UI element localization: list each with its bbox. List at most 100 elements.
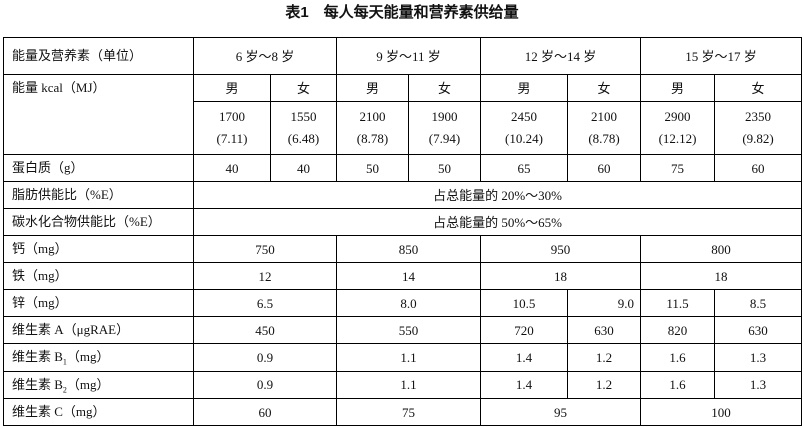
value-cell: 1.3 <box>714 343 803 372</box>
label-subscript: 2 <box>62 385 67 395</box>
iron-label: 铁（mg） <box>3 262 194 290</box>
label-suffix: （mg） <box>66 376 110 392</box>
energy-cell: 1550 (6.48) <box>269 101 338 155</box>
value-cell: 18 <box>640 262 803 290</box>
value-cell: 1.6 <box>640 370 716 400</box>
value-cell: 1.6 <box>640 343 716 372</box>
energy-cell: 2100 (8.78) <box>336 101 410 155</box>
value-cell: 9.0 <box>567 289 642 317</box>
sex-cell: 男 <box>336 74 410 102</box>
value-cell: 750 <box>192 235 338 263</box>
value-cell: 720 <box>480 316 569 344</box>
carb-label: 碳水化合物供能比（%E） <box>3 208 194 236</box>
mj: (8.78) <box>356 131 389 146</box>
value-cell: 1.2 <box>567 370 642 400</box>
sex-cell: 女 <box>269 74 338 102</box>
value-cell: 1.1 <box>336 370 482 400</box>
vitb1-label: 维生素 B1（mg） <box>3 343 194 372</box>
label-suffix: （mg） <box>66 349 110 364</box>
calcium-label: 钙（mg） <box>3 235 194 263</box>
sex-cell: 男 <box>193 74 271 102</box>
label-prefix: 维生素 B <box>12 349 63 364</box>
vitb1-row: 维生素 B1（mg） 0.9 1.1 1.4 1.2 1.6 1.3 <box>3 343 803 372</box>
zinc-row: 锌（mg） 6.5 8.0 10.5 9.0 11.5 8.5 <box>3 289 803 317</box>
value-cell: 40 <box>269 154 338 182</box>
fat-row: 脂肪供能比（%E） 占总能量的 20%～30% <box>3 181 803 209</box>
value-cell: 820 <box>640 316 716 344</box>
value-cell: 95 <box>480 398 642 427</box>
kcal: 1700 <box>219 109 245 124</box>
fat-value: 占总能量的 20%～30% <box>192 181 803 209</box>
vitc-row: 维生素 C（mg） 60 75 95 100 <box>3 398 803 427</box>
mj: (12.12) <box>658 131 697 146</box>
value-cell: 1.1 <box>336 343 482 372</box>
mj: (7.94) <box>428 131 461 146</box>
iron-row: 铁（mg） 12 14 18 18 <box>3 262 803 290</box>
zinc-label: 锌（mg） <box>3 289 194 317</box>
label-subscript: 1 <box>62 357 67 367</box>
value-cell: 800 <box>640 235 803 263</box>
energy-cell: 2100 (8.78) <box>567 101 642 155</box>
energy-cell: 2350 (9.82) <box>714 101 803 155</box>
value-cell: 18 <box>480 262 642 290</box>
energy-label: 能量 kcal（MJ） <box>3 74 194 155</box>
mj: (8.78) <box>588 131 620 146</box>
label-prefix: 维生素 B <box>12 376 63 392</box>
mj: (6.48) <box>287 131 320 146</box>
value-cell: 550 <box>336 316 482 344</box>
sex-row: 能量 kcal（MJ） 男 女 男 女 男 女 男 女 <box>3 74 803 155</box>
sex-cell: 女 <box>567 74 642 102</box>
value-cell: 8.0 <box>336 289 482 317</box>
carb-value: 占总能量的 50%～65% <box>192 208 803 236</box>
value-cell: 40 <box>193 154 271 182</box>
age-group: 9 岁～11 岁 <box>336 37 482 75</box>
age-group: 15 岁～17 岁 <box>640 37 803 75</box>
kcal: 2350 <box>745 109 772 124</box>
value-cell: 0.9 <box>192 370 338 400</box>
value-cell: 100 <box>640 398 803 427</box>
kcal: 1900 <box>431 109 458 124</box>
value-cell: 0.9 <box>192 343 338 372</box>
value-cell: 1.4 <box>480 370 569 400</box>
mj: (7.11) <box>216 131 248 146</box>
value-cell: 1.2 <box>567 343 642 372</box>
kcal: 2450 <box>511 109 538 124</box>
nutrition-table: 能量及营养素（单位） 6 岁～8 岁 9 岁～11 岁 12 岁～14 岁 15… <box>3 37 803 427</box>
value-cell: 11.5 <box>640 289 716 317</box>
value-cell: 1.4 <box>480 343 569 372</box>
vita-row: 维生素 A（μgRAE） 450 550 720 630 820 630 <box>3 316 803 344</box>
mj: (10.24) <box>505 131 543 146</box>
mj: (9.82) <box>742 131 774 146</box>
vita-label: 维生素 A（μgRAE） <box>3 316 194 344</box>
energy-cell: 2900 (12.12) <box>640 101 716 155</box>
sex-cell: 女 <box>408 74 482 102</box>
sex-cell: 男 <box>480 74 569 102</box>
value-cell: 14 <box>336 262 482 290</box>
age-group: 12 岁～14 岁 <box>480 37 642 75</box>
value-cell: 12 <box>192 262 338 290</box>
value-cell: 75 <box>336 398 482 427</box>
kcal: 1550 <box>290 109 317 124</box>
header-label: 能量及营养素（单位） <box>3 37 194 75</box>
value-cell: 60 <box>192 398 338 427</box>
table-title: 表1 每人每天能量和营养素供给量 <box>285 4 519 21</box>
value-cell: 6.5 <box>192 289 338 317</box>
age-group: 6 岁～8 岁 <box>192 37 338 75</box>
value-cell: 630 <box>714 316 803 344</box>
header-row: 能量及营养素（单位） 6 岁～8 岁 9 岁～11 岁 12 岁～14 岁 15… <box>3 37 803 75</box>
value-cell: 850 <box>336 235 482 263</box>
value-cell: 60 <box>567 154 642 182</box>
calcium-row: 钙（mg） 750 850 950 800 <box>3 235 803 263</box>
vitb2-row: 维生素 B2（mg） 0.9 1.1 1.4 1.2 1.6 1.3 <box>3 370 803 400</box>
value-cell: 950 <box>480 235 642 263</box>
value-cell: 450 <box>192 316 338 344</box>
sex-cell: 女 <box>714 74 803 102</box>
value-cell: 1.3 <box>714 370 803 400</box>
kcal: 2900 <box>664 109 691 124</box>
energy-cell: 1700 (7.11) <box>193 101 271 155</box>
value-cell: 10.5 <box>480 289 569 317</box>
value-cell: 630 <box>567 316 642 344</box>
value-cell: 8.5 <box>714 289 803 317</box>
value-cell: 65 <box>480 154 569 182</box>
vitc-label: 维生素 C（mg） <box>3 398 194 427</box>
